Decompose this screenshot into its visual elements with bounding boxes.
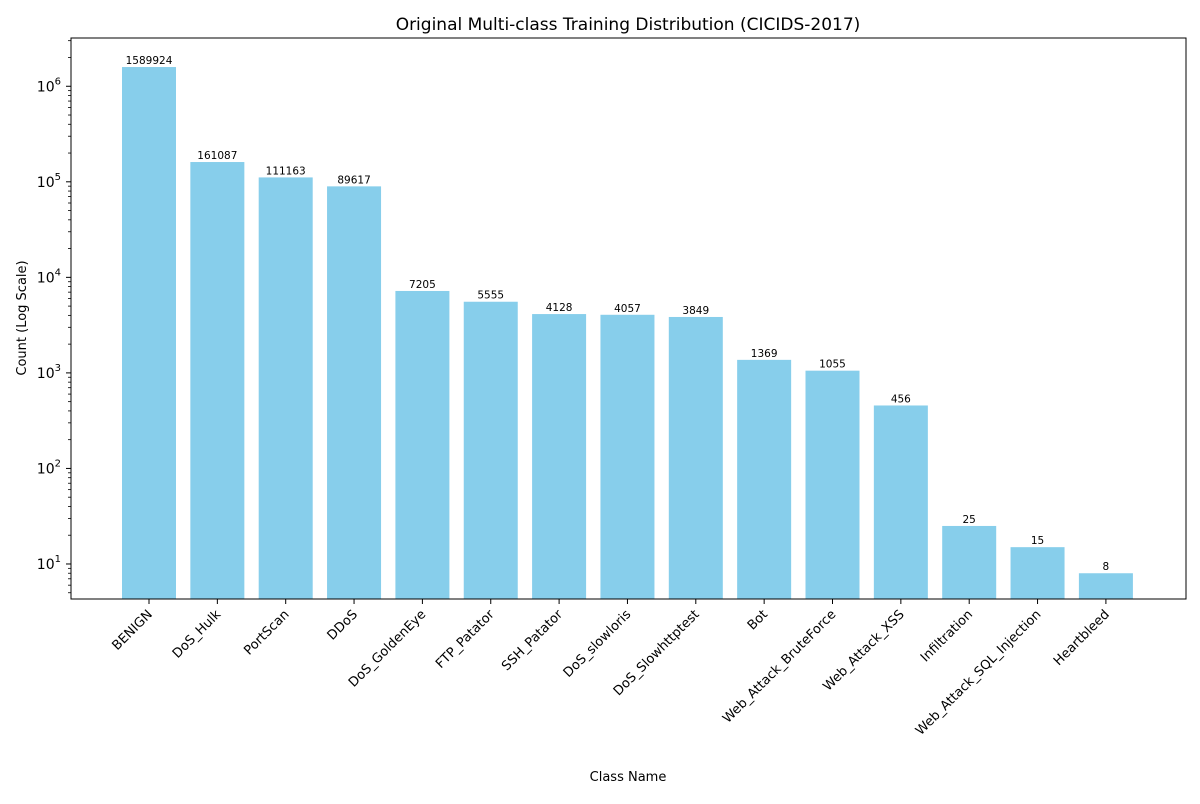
data-label: 4128 bbox=[546, 302, 573, 314]
y-tick-label: 105 bbox=[37, 172, 61, 191]
y-tick-label: 103 bbox=[37, 363, 61, 382]
bar bbox=[122, 67, 176, 599]
plot-frame bbox=[70, 37, 1187, 600]
y-tick-label: 106 bbox=[37, 76, 61, 95]
x-tick-label: Web_Attack_SQL_Injection bbox=[913, 607, 1044, 738]
y-axis-label: Count (Log Scale) bbox=[15, 260, 30, 375]
chart-title: Original Multi-class Training Distributi… bbox=[396, 15, 861, 35]
x-tick-label: Bot bbox=[745, 607, 771, 633]
bar bbox=[1078, 573, 1133, 599]
data-label: 8 bbox=[1103, 561, 1110, 573]
y-tick-label: 101 bbox=[37, 554, 61, 573]
bar bbox=[258, 177, 313, 600]
data-label: 89617 bbox=[337, 174, 370, 186]
bar bbox=[942, 525, 997, 599]
x-tick-label: SSH_Patator bbox=[499, 607, 566, 674]
x-tick-label: DoS_slowloris bbox=[561, 607, 635, 681]
bar bbox=[1010, 547, 1065, 599]
bar bbox=[463, 301, 518, 599]
x-tick-label: FTP_Patator bbox=[433, 607, 498, 672]
x-tick-label: BENIGN bbox=[110, 607, 156, 653]
data-label: 4057 bbox=[614, 303, 641, 315]
bar bbox=[327, 186, 382, 599]
data-label: 111163 bbox=[266, 165, 306, 177]
bar bbox=[873, 405, 928, 599]
x-tick-label: Heartbleed bbox=[1051, 607, 1113, 669]
bar bbox=[668, 316, 723, 599]
data-label: 456 bbox=[891, 393, 911, 405]
data-label: 3849 bbox=[682, 305, 709, 317]
data-label: 1589924 bbox=[126, 55, 173, 67]
x-tick-label: DoS_Hulk bbox=[170, 607, 225, 662]
data-label: 1369 bbox=[751, 348, 778, 360]
x-tick-label: Infiltration bbox=[918, 607, 976, 665]
bar bbox=[737, 359, 792, 599]
y-tick-label: 104 bbox=[37, 267, 61, 286]
data-label: 1055 bbox=[819, 359, 846, 371]
x-axis-label: Class Name bbox=[590, 770, 667, 785]
data-label: 25 bbox=[963, 514, 976, 526]
x-tick-label: Web_Attack_BruteForce bbox=[720, 607, 839, 726]
bar bbox=[805, 370, 860, 599]
data-label: 15 bbox=[1031, 535, 1044, 547]
bar bbox=[190, 162, 245, 599]
x-tick-label: PortScan bbox=[241, 607, 292, 658]
data-label: 7205 bbox=[409, 279, 436, 291]
bar bbox=[600, 314, 655, 599]
data-label: 5555 bbox=[477, 290, 504, 302]
bar bbox=[395, 290, 450, 599]
bar bbox=[532, 314, 587, 599]
y-tick-label: 102 bbox=[37, 458, 61, 477]
data-label: 161087 bbox=[197, 150, 237, 162]
x-tick-label: DDoS bbox=[325, 607, 361, 643]
